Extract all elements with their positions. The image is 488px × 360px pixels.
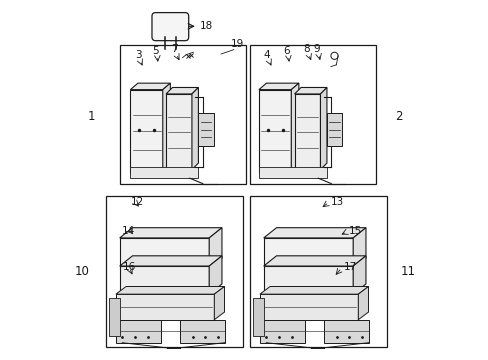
Text: 17: 17 xyxy=(343,262,356,272)
Text: 1: 1 xyxy=(87,111,95,123)
Text: 12: 12 xyxy=(130,197,143,207)
Polygon shape xyxy=(109,298,120,336)
Bar xyxy=(120,45,246,184)
Polygon shape xyxy=(258,167,326,178)
Polygon shape xyxy=(166,94,192,170)
Polygon shape xyxy=(358,287,368,320)
Polygon shape xyxy=(209,256,222,294)
Text: 3: 3 xyxy=(135,50,142,60)
Polygon shape xyxy=(120,238,209,269)
Polygon shape xyxy=(116,287,224,294)
Polygon shape xyxy=(263,228,365,238)
Text: 10: 10 xyxy=(74,265,89,278)
Bar xyxy=(106,196,242,347)
Polygon shape xyxy=(258,83,298,90)
Polygon shape xyxy=(192,87,198,170)
Text: 4: 4 xyxy=(263,50,269,60)
Polygon shape xyxy=(294,94,320,170)
Polygon shape xyxy=(263,256,365,266)
Text: 5: 5 xyxy=(152,46,159,56)
Polygon shape xyxy=(198,113,213,146)
Text: 2: 2 xyxy=(395,111,402,123)
Text: 14: 14 xyxy=(122,226,135,236)
Polygon shape xyxy=(326,113,342,146)
Polygon shape xyxy=(253,298,263,336)
Polygon shape xyxy=(352,228,365,269)
Polygon shape xyxy=(294,87,326,94)
Text: 15: 15 xyxy=(348,226,362,236)
Polygon shape xyxy=(263,266,352,294)
Polygon shape xyxy=(291,83,298,173)
Polygon shape xyxy=(130,167,198,178)
Bar xyxy=(249,45,375,184)
Polygon shape xyxy=(120,256,222,266)
Polygon shape xyxy=(352,256,365,294)
Text: 13: 13 xyxy=(330,197,344,207)
Polygon shape xyxy=(116,320,160,343)
Polygon shape xyxy=(130,90,163,173)
Polygon shape xyxy=(209,228,222,269)
Text: 18: 18 xyxy=(200,21,213,31)
Text: 16: 16 xyxy=(122,262,136,272)
Polygon shape xyxy=(259,287,368,294)
Polygon shape xyxy=(116,294,214,320)
Polygon shape xyxy=(130,83,170,90)
Polygon shape xyxy=(263,238,352,269)
Polygon shape xyxy=(120,266,209,294)
Polygon shape xyxy=(323,320,368,343)
Text: 8: 8 xyxy=(303,44,309,54)
Text: 9: 9 xyxy=(312,44,319,54)
Polygon shape xyxy=(259,294,358,320)
Polygon shape xyxy=(259,320,304,343)
Polygon shape xyxy=(180,320,224,343)
Text: 6: 6 xyxy=(283,46,290,56)
FancyBboxPatch shape xyxy=(152,13,188,41)
Polygon shape xyxy=(163,83,170,173)
Polygon shape xyxy=(320,87,326,170)
Text: 7: 7 xyxy=(171,44,177,54)
Text: 11: 11 xyxy=(400,265,415,278)
Text: 19: 19 xyxy=(230,39,244,49)
Polygon shape xyxy=(214,287,224,320)
Polygon shape xyxy=(166,87,198,94)
Polygon shape xyxy=(120,228,222,238)
Polygon shape xyxy=(258,90,291,173)
Bar xyxy=(249,196,386,347)
